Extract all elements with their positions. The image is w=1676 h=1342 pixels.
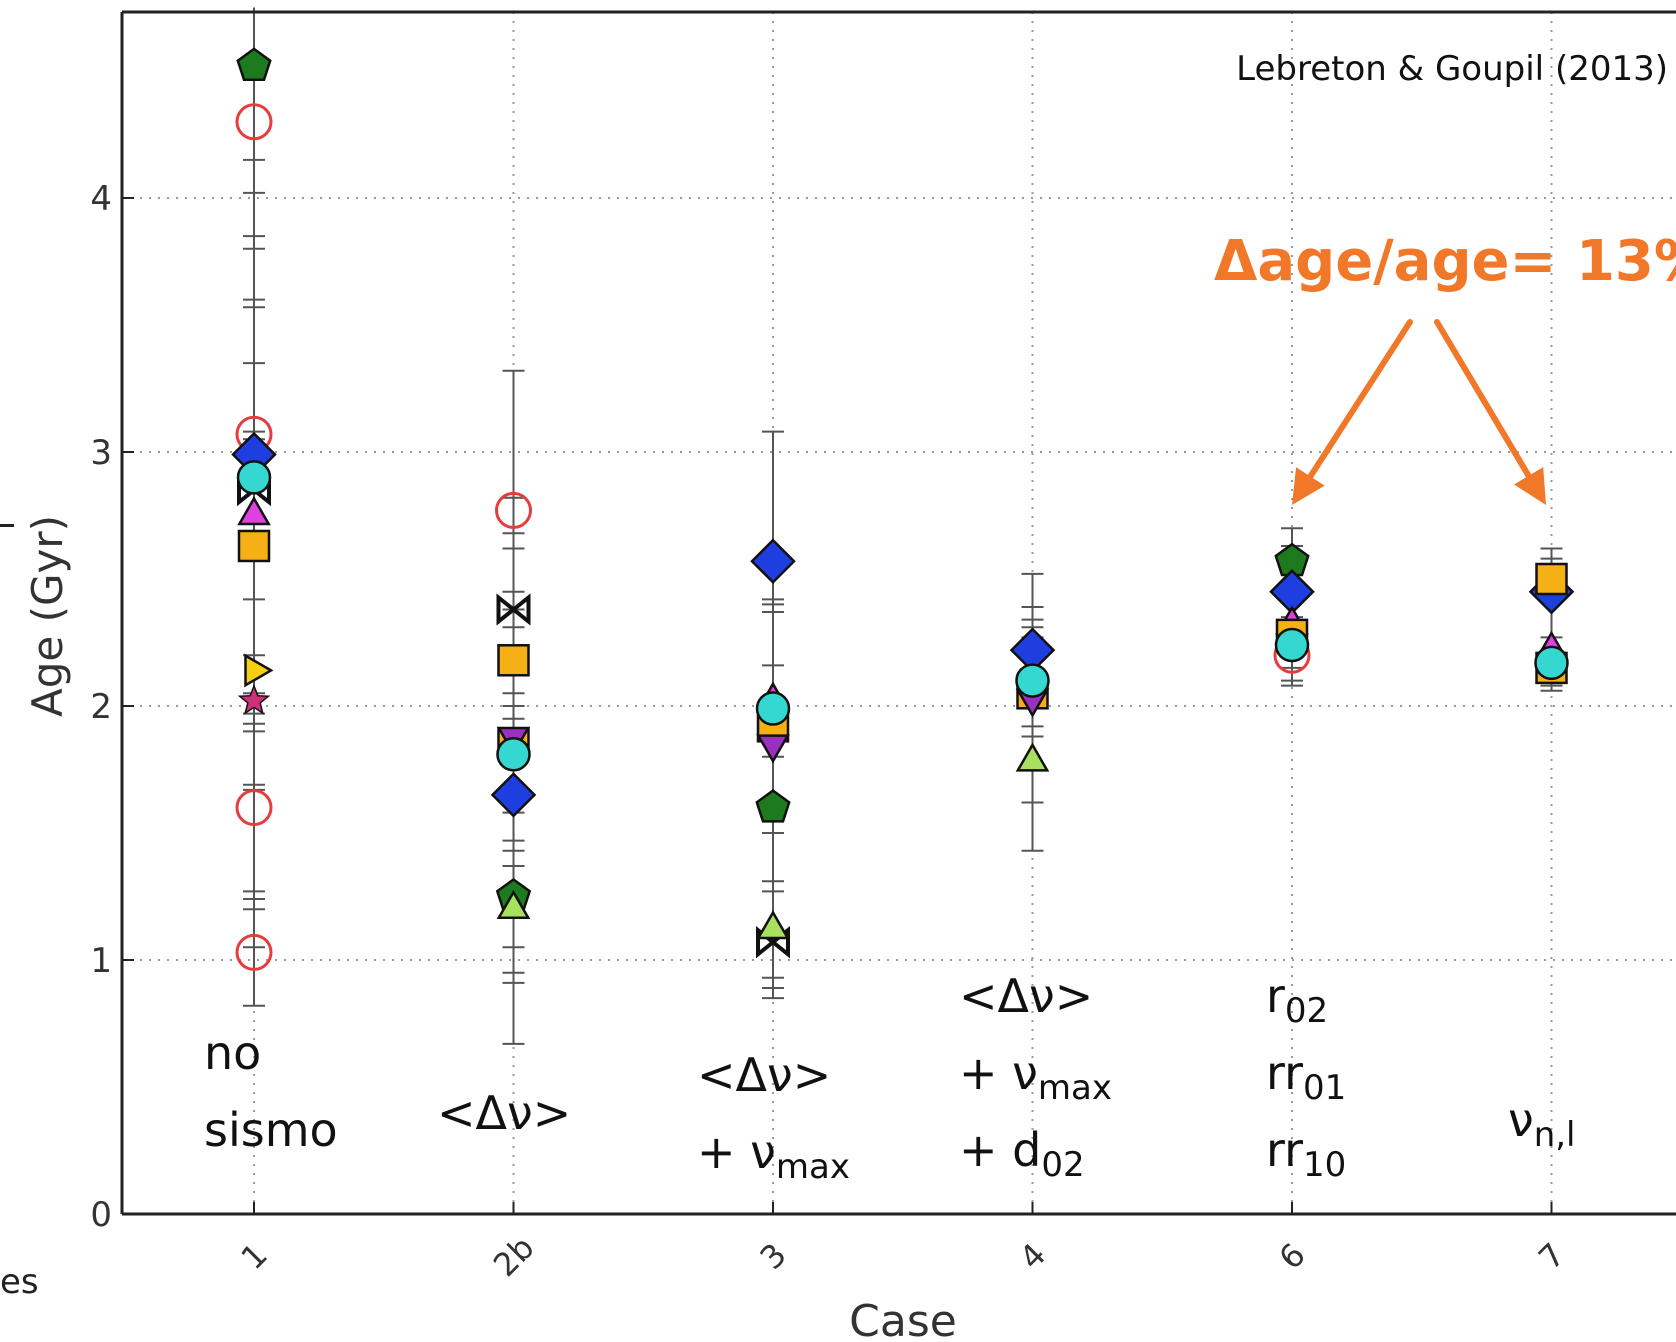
annotation: Δage/age= 13% xyxy=(1214,229,1676,505)
credit-label: Lebreton & Goupil (2013) xyxy=(1236,49,1668,89)
note-segment: + ν xyxy=(959,1046,1038,1100)
marker-pentagon-3 xyxy=(755,789,791,823)
case-note-1: no xyxy=(204,1026,261,1080)
case-note-2b: <Δν> xyxy=(437,1086,571,1140)
x-tick-label: 7 xyxy=(1531,1236,1572,1277)
annotation-arrow-head xyxy=(1292,467,1325,505)
note-segment: + ν xyxy=(697,1125,776,1179)
case-note-3: <Δν> xyxy=(697,1048,831,1102)
marker-open-circle-2b xyxy=(495,491,532,529)
case-note-1: sismo xyxy=(204,1103,338,1157)
note-subscript: 10 xyxy=(1303,1145,1346,1185)
case-note-4: + d02 xyxy=(959,1123,1085,1185)
annotation-arrow-head xyxy=(1514,467,1546,505)
marker-circle-2b xyxy=(496,737,531,772)
case-note-7: νn,l xyxy=(1508,1093,1576,1155)
annotation-text: Δage/age= 13% xyxy=(1214,229,1676,294)
x-tick-label: 4 xyxy=(1012,1236,1053,1277)
marker-open-circle-1 xyxy=(235,789,273,827)
data-markers xyxy=(231,47,1575,971)
y-axis-label: Age (Gyr) xyxy=(23,515,72,717)
x-tick-label: 2b xyxy=(486,1228,542,1284)
note-segment: <Δν> xyxy=(437,1086,571,1140)
note-segment: ν xyxy=(1508,1093,1534,1147)
note-segment: no xyxy=(204,1026,261,1080)
marker-triangle-up-2b xyxy=(496,889,531,919)
grid xyxy=(122,12,1676,1214)
annotation-arrow-shaft xyxy=(1434,319,1532,479)
x-axis-label: Case xyxy=(849,1296,957,1342)
note-subscript: 02 xyxy=(1285,991,1328,1031)
marker-circle-1 xyxy=(236,460,272,495)
marker-pentagon-1 xyxy=(236,47,272,81)
note-segment: + d xyxy=(959,1123,1041,1177)
marker-triangle-up-4 xyxy=(1015,742,1050,772)
y-tick-label: 0 xyxy=(90,1195,112,1235)
y-tick-label: 4 xyxy=(90,179,112,219)
cropped-text-fragment: es xyxy=(0,1262,39,1302)
annotation-arrow-shaft xyxy=(1307,319,1413,480)
x-tick-label: 1 xyxy=(234,1236,275,1277)
marker-triangle-up-1 xyxy=(237,495,271,526)
y-tick-label: 2 xyxy=(90,687,112,727)
marker-star-1 xyxy=(237,683,271,715)
marker-triangle-up-3 xyxy=(756,909,790,940)
y-tick-label: 3 xyxy=(90,433,112,473)
marker-square-1 xyxy=(237,529,271,563)
marker-bowtie-3 xyxy=(756,926,790,959)
note-subscript: max xyxy=(776,1147,850,1187)
marker-square-2b xyxy=(497,644,530,677)
marker-open-circle-1 xyxy=(235,103,273,141)
x-tick-label: 3 xyxy=(753,1236,794,1277)
marker-triangle-down-3 xyxy=(756,734,790,764)
y-tick-label: 1 xyxy=(90,941,112,981)
case-note-6: rr01 xyxy=(1266,1046,1346,1108)
marker-square-7 xyxy=(1535,562,1568,596)
case-note-4: <Δν> xyxy=(959,969,1093,1023)
marker-bowtie-2b xyxy=(496,593,531,626)
case-note-4: + νmax xyxy=(959,1046,1112,1108)
note-subscript: max xyxy=(1038,1068,1112,1108)
marker-diamond-2b xyxy=(490,772,537,818)
case-note-6: rr10 xyxy=(1266,1123,1346,1185)
note-subscript: n,l xyxy=(1534,1115,1576,1155)
error-bars xyxy=(243,7,1563,1045)
note-subscript: 02 xyxy=(1041,1145,1084,1185)
marker-circle-6 xyxy=(1274,627,1310,663)
case-note-6: r02 xyxy=(1266,969,1328,1031)
note-segment: sismo xyxy=(204,1103,338,1157)
marker-open-circle-1 xyxy=(235,933,273,971)
marker-circle-7 xyxy=(1534,645,1569,681)
plot-frame xyxy=(120,10,1676,1216)
x-tick-label: 6 xyxy=(1272,1236,1313,1277)
marker-diamond-3 xyxy=(750,538,796,584)
case-note-3: + νmax xyxy=(697,1125,850,1187)
cropped-tick-fragment xyxy=(0,524,14,527)
note-segment: <Δν> xyxy=(697,1048,831,1102)
marker-circle-3 xyxy=(755,691,791,726)
note-segment: rr xyxy=(1266,1046,1303,1100)
note-subscript: 01 xyxy=(1303,1068,1346,1108)
marker-triangle-right-1 xyxy=(244,653,274,688)
note-segment: r xyxy=(1266,969,1285,1023)
note-segment: rr xyxy=(1266,1123,1303,1177)
note-segment: <Δν> xyxy=(959,969,1093,1023)
marker-circle-4 xyxy=(1015,663,1050,698)
